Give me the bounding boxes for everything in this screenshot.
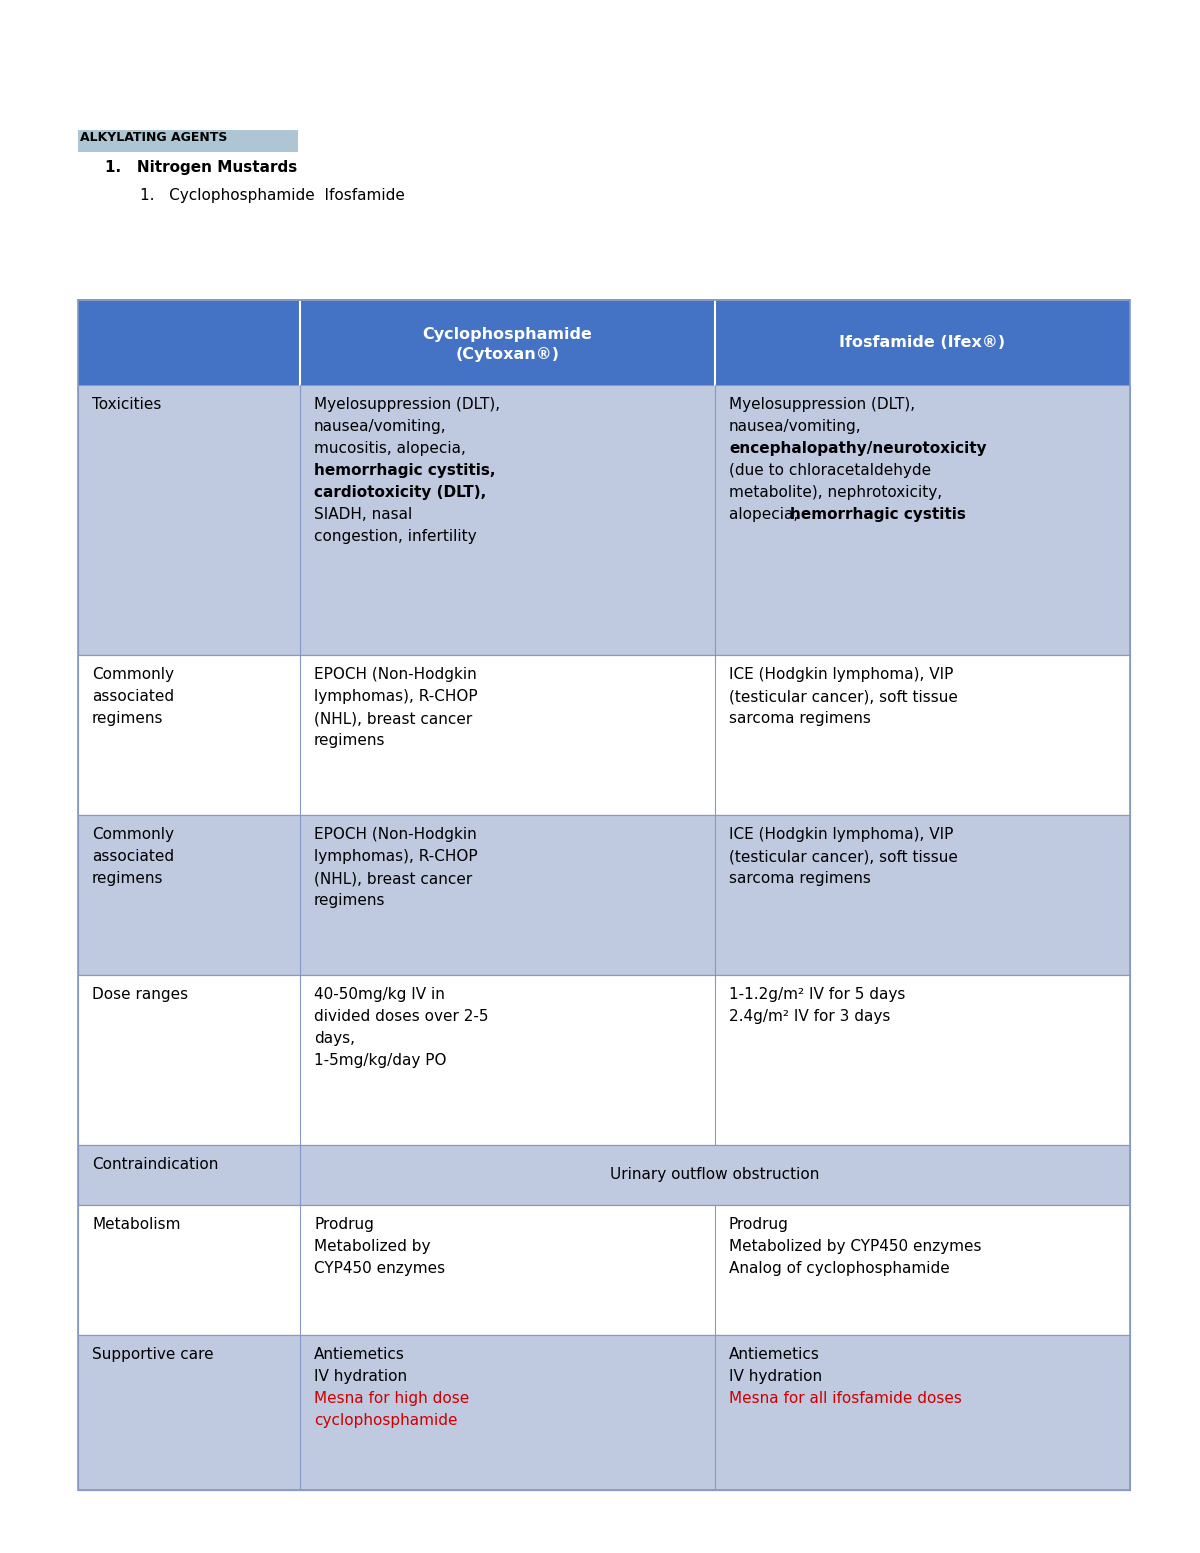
Text: cardiotoxicity (DLT),: cardiotoxicity (DLT), bbox=[314, 485, 486, 500]
Text: regimens: regimens bbox=[92, 711, 163, 725]
Text: 1-5mg/kg/day PO: 1-5mg/kg/day PO bbox=[314, 1053, 446, 1068]
Bar bbox=[78, 655, 1130, 815]
Text: sarcoma regimens: sarcoma regimens bbox=[730, 871, 871, 887]
Text: 40-50mg/kg IV in: 40-50mg/kg IV in bbox=[314, 988, 445, 1002]
Text: regimens: regimens bbox=[314, 893, 385, 909]
Text: associated: associated bbox=[92, 849, 174, 863]
Text: Supportive care: Supportive care bbox=[92, 1346, 214, 1362]
Bar bbox=[78, 130, 298, 152]
Text: ALKYLATING AGENTS: ALKYLATING AGENTS bbox=[80, 130, 227, 144]
Text: SIADH, nasal: SIADH, nasal bbox=[314, 506, 413, 522]
Bar bbox=[78, 1145, 1130, 1205]
Text: Dose ranges: Dose ranges bbox=[92, 988, 188, 1002]
Text: Commonly: Commonly bbox=[92, 828, 174, 842]
Text: ICE (Hodgkin lymphoma), VIP: ICE (Hodgkin lymphoma), VIP bbox=[730, 666, 953, 682]
Bar bbox=[78, 975, 1130, 1145]
Text: hemorrhagic cystitis,: hemorrhagic cystitis, bbox=[314, 463, 496, 478]
Text: Mesna for high dose: Mesna for high dose bbox=[314, 1391, 469, 1405]
Text: (testicular cancer), soft tissue: (testicular cancer), soft tissue bbox=[730, 849, 958, 863]
Bar bbox=[78, 1205, 1130, 1336]
Text: Prodrug: Prodrug bbox=[314, 1218, 374, 1232]
Text: nausea/vomiting,: nausea/vomiting, bbox=[730, 419, 862, 433]
Text: congestion, infertility: congestion, infertility bbox=[314, 530, 476, 544]
Text: ICE (Hodgkin lymphoma), VIP: ICE (Hodgkin lymphoma), VIP bbox=[730, 828, 953, 842]
Text: (NHL), breast cancer: (NHL), breast cancer bbox=[314, 711, 473, 725]
Text: mucositis, alopecia,: mucositis, alopecia, bbox=[314, 441, 466, 457]
Text: Cyclophosphamide: Cyclophosphamide bbox=[422, 328, 593, 342]
Text: cyclophosphamide: cyclophosphamide bbox=[314, 1413, 457, 1429]
Text: Antiemetics: Antiemetics bbox=[314, 1346, 404, 1362]
Text: Analog of cyclophosphamide: Analog of cyclophosphamide bbox=[730, 1261, 949, 1277]
Text: regimens: regimens bbox=[92, 871, 163, 887]
Text: Antiemetics: Antiemetics bbox=[730, 1346, 820, 1362]
Text: 1-1.2g/m² IV for 5 days: 1-1.2g/m² IV for 5 days bbox=[730, 988, 905, 1002]
Text: regimens: regimens bbox=[314, 733, 385, 749]
Text: sarcoma regimens: sarcoma regimens bbox=[730, 711, 871, 725]
Text: IV hydration: IV hydration bbox=[730, 1370, 822, 1384]
Text: days,: days, bbox=[314, 1031, 355, 1047]
Text: metabolite), nephrotoxicity,: metabolite), nephrotoxicity, bbox=[730, 485, 942, 500]
Text: Metabolized by: Metabolized by bbox=[314, 1239, 431, 1253]
Bar bbox=[78, 300, 1130, 385]
Bar bbox=[78, 300, 1130, 1489]
Text: Mesna for all ifosfamide doses: Mesna for all ifosfamide doses bbox=[730, 1391, 962, 1405]
Bar bbox=[78, 1336, 1130, 1489]
Text: Myelosuppression (DLT),: Myelosuppression (DLT), bbox=[730, 398, 916, 412]
Text: EPOCH (Non-Hodgkin: EPOCH (Non-Hodgkin bbox=[314, 666, 476, 682]
Text: Myelosuppression (DLT),: Myelosuppression (DLT), bbox=[314, 398, 500, 412]
Text: associated: associated bbox=[92, 690, 174, 704]
Text: divided doses over 2-5: divided doses over 2-5 bbox=[314, 1009, 488, 1023]
Bar bbox=[78, 815, 1130, 975]
Text: IV hydration: IV hydration bbox=[314, 1370, 407, 1384]
Text: Prodrug: Prodrug bbox=[730, 1218, 788, 1232]
Text: lymphomas), R-CHOP: lymphomas), R-CHOP bbox=[314, 849, 478, 863]
Text: alopecia,: alopecia, bbox=[730, 506, 803, 522]
Text: CYP450 enzymes: CYP450 enzymes bbox=[314, 1261, 445, 1277]
Text: Contraindication: Contraindication bbox=[92, 1157, 218, 1173]
Text: (Cytoxan®): (Cytoxan®) bbox=[456, 346, 559, 362]
Bar bbox=[78, 385, 1130, 655]
Text: Metabolized by CYP450 enzymes: Metabolized by CYP450 enzymes bbox=[730, 1239, 982, 1253]
Text: (testicular cancer), soft tissue: (testicular cancer), soft tissue bbox=[730, 690, 958, 704]
Text: Metabolism: Metabolism bbox=[92, 1218, 180, 1232]
Text: hemorrhagic cystitis: hemorrhagic cystitis bbox=[790, 506, 966, 522]
Text: Urinary outflow obstruction: Urinary outflow obstruction bbox=[611, 1168, 820, 1182]
Text: 1.   Cyclophosphamide  Ifosfamide: 1. Cyclophosphamide Ifosfamide bbox=[140, 188, 404, 203]
Text: Ifosfamide (Ifex®): Ifosfamide (Ifex®) bbox=[840, 335, 1006, 349]
Text: (NHL), breast cancer: (NHL), breast cancer bbox=[314, 871, 473, 887]
Text: encephalopathy/neurotoxicity: encephalopathy/neurotoxicity bbox=[730, 441, 986, 457]
Text: EPOCH (Non-Hodgkin: EPOCH (Non-Hodgkin bbox=[314, 828, 476, 842]
Text: nausea/vomiting,: nausea/vomiting, bbox=[314, 419, 446, 433]
Text: Commonly: Commonly bbox=[92, 666, 174, 682]
Text: Toxicities: Toxicities bbox=[92, 398, 161, 412]
Text: 2.4g/m² IV for 3 days: 2.4g/m² IV for 3 days bbox=[730, 1009, 890, 1023]
Text: (due to chloracetaldehyde: (due to chloracetaldehyde bbox=[730, 463, 931, 478]
Text: lymphomas), R-CHOP: lymphomas), R-CHOP bbox=[314, 690, 478, 704]
Text: 1.   Nitrogen Mustards: 1. Nitrogen Mustards bbox=[106, 160, 298, 175]
